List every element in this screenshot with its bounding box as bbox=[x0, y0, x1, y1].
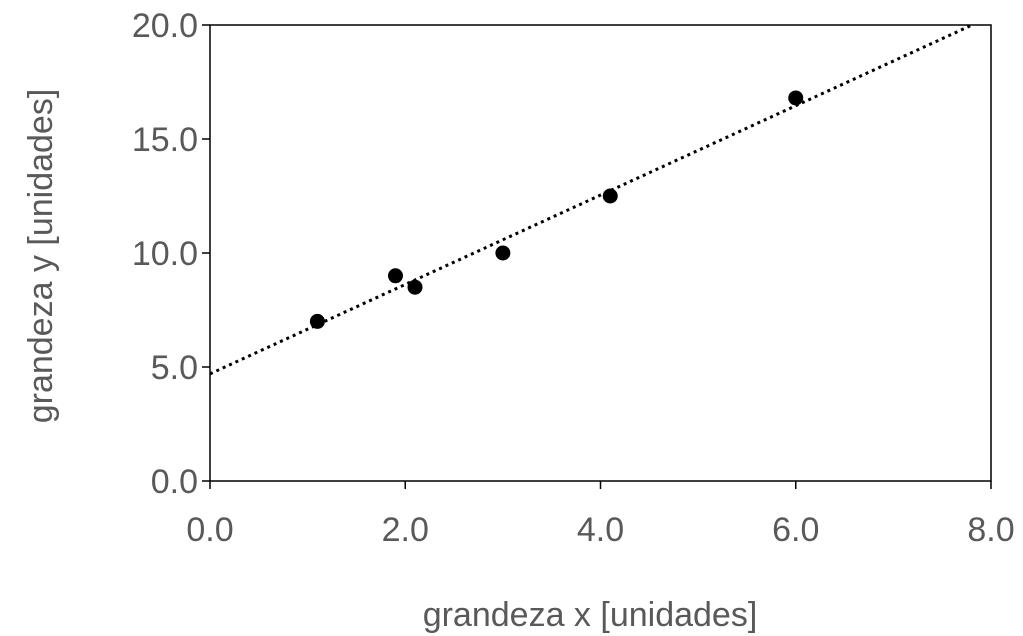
y-tick-label: 15.0 bbox=[132, 121, 198, 159]
x-tick-label: 4.0 bbox=[577, 511, 624, 549]
x-tick-label: 0.0 bbox=[186, 511, 233, 549]
data-point bbox=[407, 279, 423, 295]
y-tick-label: 20.0 bbox=[132, 7, 198, 45]
x-axis-title: grandeza x [unidades] bbox=[423, 596, 758, 634]
data-point bbox=[387, 268, 403, 284]
y-axis: 0.0 5.0 10.0 15.0 20.0 bbox=[132, 7, 210, 501]
x-tick-label: 8.0 bbox=[967, 511, 1014, 549]
y-tick-label: 0.0 bbox=[151, 463, 198, 501]
y-axis-title: grandeza y [unidades] bbox=[22, 89, 60, 424]
x-tick-label: 2.0 bbox=[382, 511, 429, 549]
y-tick-label: 10.0 bbox=[132, 235, 198, 273]
data-point bbox=[788, 90, 804, 106]
y-tick-label: 5.0 bbox=[151, 349, 198, 387]
data-point bbox=[309, 313, 325, 329]
x-tick-label: 6.0 bbox=[772, 511, 819, 549]
plot-area bbox=[209, 24, 992, 482]
data-point bbox=[602, 188, 618, 204]
data-points bbox=[309, 90, 804, 329]
x-axis: 0.0 2.0 4.0 6.0 8.0 bbox=[186, 481, 1015, 549]
data-point bbox=[495, 245, 511, 261]
